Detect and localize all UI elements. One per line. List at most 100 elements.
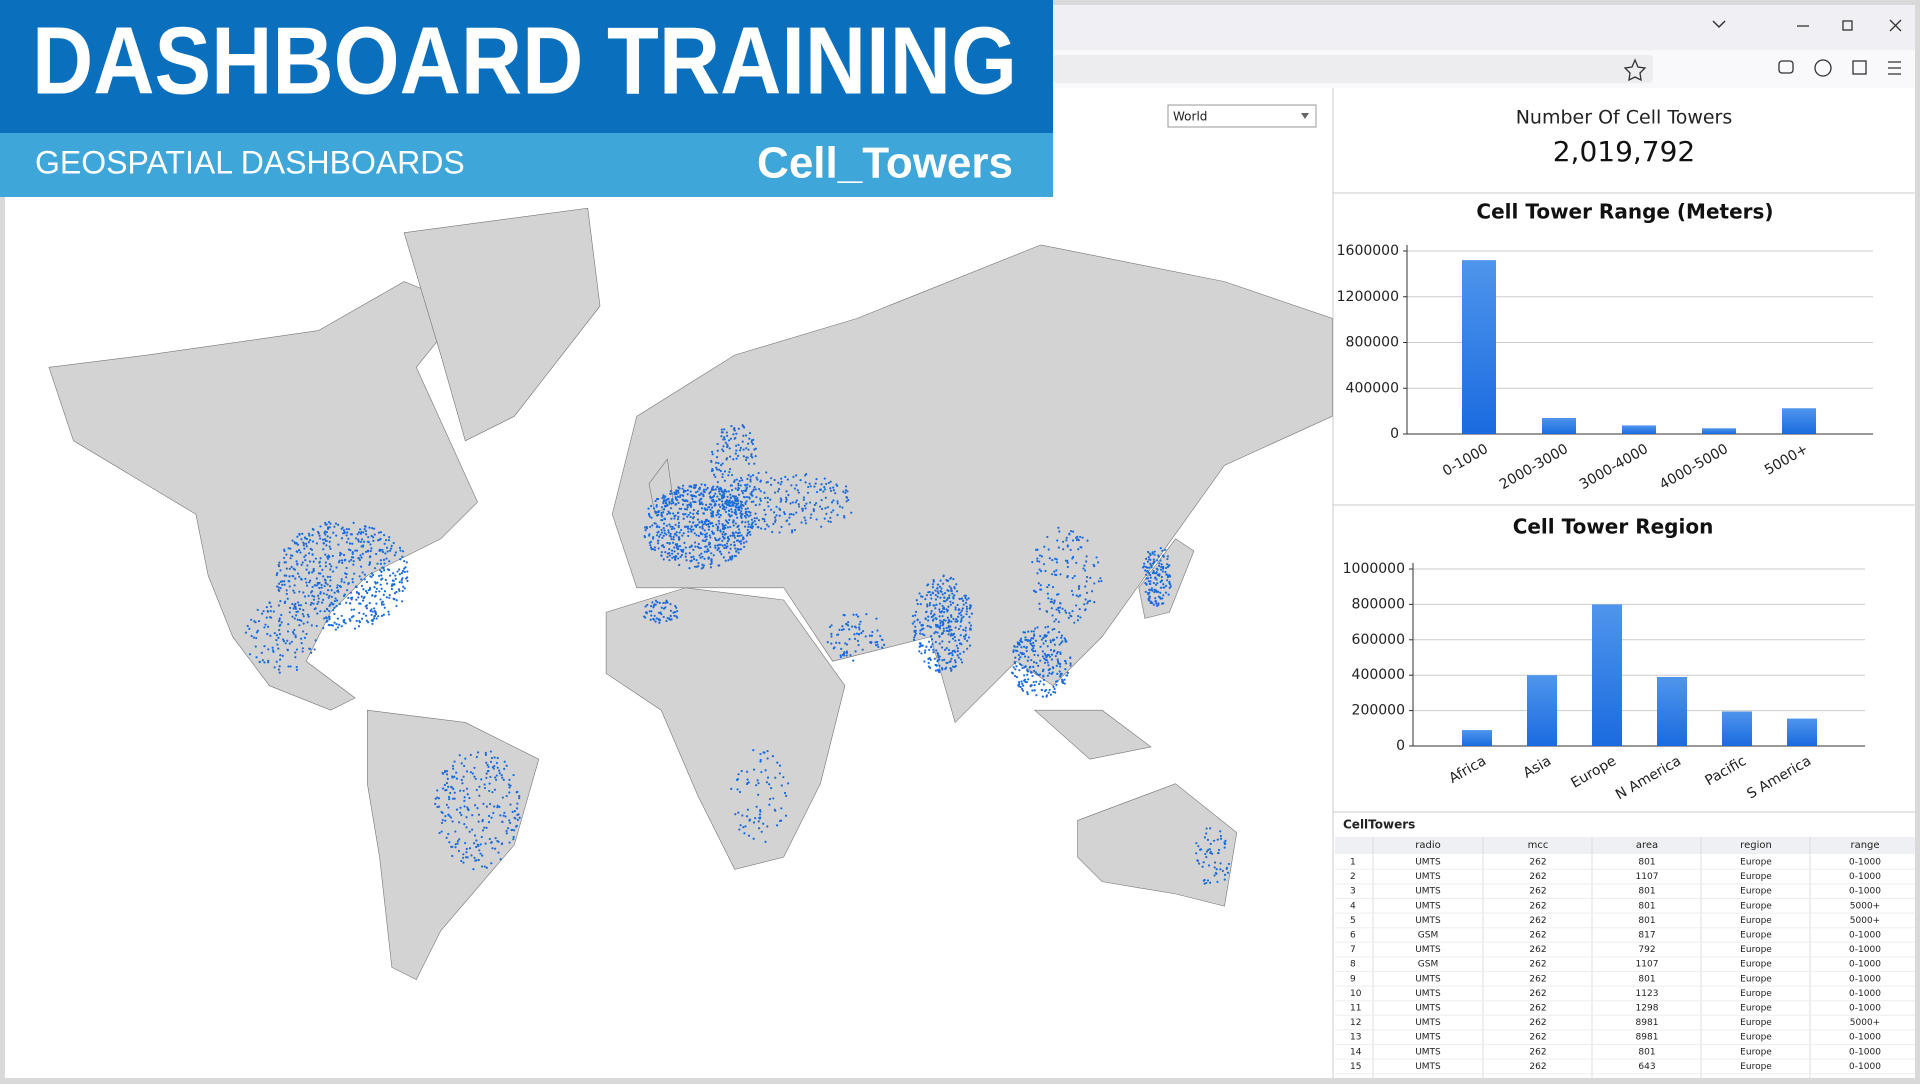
tower-dot bbox=[1040, 688, 1043, 692]
tower-dot bbox=[481, 829, 485, 832]
tower-dot bbox=[1042, 678, 1046, 681]
tower-dot bbox=[263, 645, 266, 648]
tower-dot bbox=[513, 816, 516, 819]
tower-dot bbox=[321, 568, 324, 572]
tower-dot bbox=[1044, 569, 1047, 573]
map[interactable] bbox=[48, 207, 1333, 981]
tower-dot bbox=[1071, 610, 1074, 613]
tower-dot bbox=[800, 521, 803, 524]
tower-dot bbox=[689, 559, 692, 563]
tower-dot bbox=[363, 540, 366, 543]
tower-dot bbox=[730, 514, 733, 517]
tower-dot bbox=[252, 636, 256, 639]
tower-dot bbox=[1160, 575, 1164, 579]
tower-dot bbox=[769, 498, 772, 501]
menu-button[interactable] bbox=[1888, 61, 1901, 75]
tower-dot bbox=[1151, 589, 1154, 592]
tower-dot bbox=[942, 621, 945, 624]
tower-dot bbox=[769, 508, 773, 511]
tower-dot bbox=[667, 497, 670, 500]
tower-dot bbox=[1153, 550, 1156, 553]
tower-dot bbox=[832, 499, 835, 502]
region-filter[interactable] bbox=[1167, 104, 1317, 128]
tower-dot bbox=[688, 551, 691, 555]
tower-dot bbox=[324, 561, 327, 564]
tower-dot bbox=[390, 587, 393, 591]
tower-dot bbox=[505, 832, 508, 835]
tower-dot bbox=[1071, 530, 1075, 533]
tower-dot bbox=[1011, 672, 1015, 675]
account-button[interactable] bbox=[1814, 59, 1832, 77]
tower-dot bbox=[654, 511, 657, 514]
tower-dot bbox=[733, 511, 736, 515]
extensions-button[interactable] bbox=[1852, 60, 1867, 75]
tower-dot bbox=[715, 499, 718, 503]
tower-dot bbox=[718, 522, 721, 525]
chart-title: Cell Tower Range (Meters) bbox=[1476, 200, 1773, 224]
tower-dot bbox=[340, 578, 343, 581]
tower-dot bbox=[1070, 589, 1074, 593]
tower-dot bbox=[361, 552, 364, 555]
tab-list-button[interactable] bbox=[1712, 20, 1726, 29]
tower-dot bbox=[322, 575, 325, 578]
tower-dot bbox=[279, 600, 282, 603]
tower-dot bbox=[938, 658, 941, 661]
tower-dot bbox=[383, 606, 386, 609]
tower-dot bbox=[658, 526, 661, 529]
tower-dot bbox=[278, 633, 281, 636]
tower-dot bbox=[335, 623, 338, 626]
table-cell: 0-1000 bbox=[1849, 945, 1881, 955]
tower-dot bbox=[1031, 637, 1035, 640]
tower-dot bbox=[1162, 602, 1165, 605]
tower-dot bbox=[834, 492, 837, 495]
tower-dot bbox=[1026, 673, 1029, 676]
tower-dot bbox=[666, 601, 669, 604]
tower-dot bbox=[796, 489, 799, 492]
tower-dot bbox=[733, 543, 736, 547]
tower-dot bbox=[472, 867, 475, 871]
tower-dot bbox=[484, 753, 488, 756]
tower-dot bbox=[698, 521, 701, 524]
tower-dot bbox=[1063, 682, 1066, 685]
close-button[interactable] bbox=[1889, 19, 1902, 32]
tower-dot bbox=[473, 834, 477, 837]
tower-dot bbox=[1079, 535, 1082, 539]
tower-dot bbox=[1026, 638, 1030, 642]
tower-dot bbox=[1047, 668, 1050, 672]
tower-dot bbox=[332, 603, 335, 606]
tower-dot bbox=[845, 496, 849, 499]
tower-dot bbox=[467, 808, 470, 812]
tower-dot bbox=[726, 443, 729, 446]
tower-dot bbox=[1160, 579, 1164, 582]
tower-dot bbox=[676, 610, 679, 613]
table-cell: Europe bbox=[1740, 858, 1772, 868]
bookmark-button[interactable] bbox=[1623, 58, 1647, 82]
tower-dot bbox=[666, 541, 669, 545]
restore-button[interactable] bbox=[1842, 20, 1853, 31]
address-bar[interactable] bbox=[1053, 55, 1653, 83]
tower-dot bbox=[1048, 672, 1051, 675]
tower-dot bbox=[1030, 658, 1033, 662]
tower-dot bbox=[1059, 573, 1062, 576]
tower-dot bbox=[744, 521, 747, 524]
tower-dot bbox=[503, 760, 506, 763]
tower-dot bbox=[376, 581, 379, 584]
tower-dot bbox=[744, 516, 748, 519]
tower-dot bbox=[738, 479, 741, 483]
tower-dot bbox=[679, 494, 682, 497]
tower-dot bbox=[450, 785, 453, 789]
tower-dot bbox=[509, 803, 512, 806]
tower-dot bbox=[725, 434, 729, 437]
tower-dot bbox=[646, 603, 649, 607]
tower-dot bbox=[740, 769, 743, 773]
tower-dot bbox=[724, 510, 728, 514]
row-index: 6 bbox=[1350, 931, 1356, 941]
tower-dot bbox=[809, 516, 812, 519]
tower-dot bbox=[684, 552, 688, 555]
tower-dot bbox=[932, 648, 935, 651]
tower-dot bbox=[678, 486, 681, 490]
tower-dot bbox=[927, 615, 930, 618]
pocket-button[interactable] bbox=[1778, 60, 1794, 74]
tower-dot bbox=[473, 766, 476, 769]
tower-dot bbox=[400, 571, 404, 575]
